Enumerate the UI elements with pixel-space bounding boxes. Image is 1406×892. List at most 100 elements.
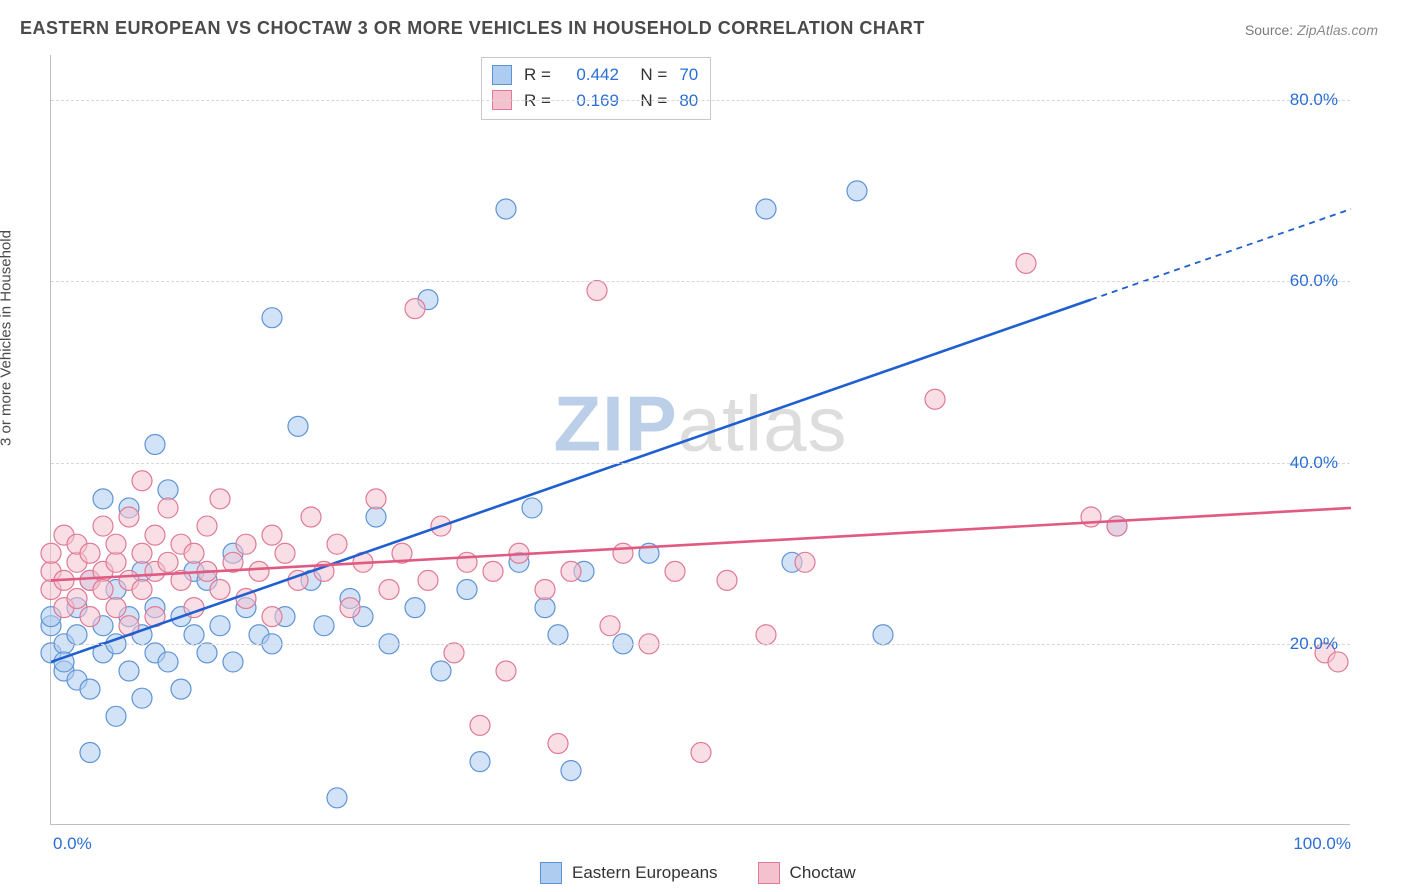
scatter-point (119, 661, 139, 681)
scatter-point (496, 661, 516, 681)
scatter-point (80, 543, 100, 563)
scatter-point (106, 598, 126, 618)
scatter-point (717, 570, 737, 590)
scatter-point (613, 543, 633, 563)
scatter-point (119, 507, 139, 527)
scatter-point (184, 543, 204, 563)
legend-item: Choctaw (758, 862, 856, 884)
scatter-point (483, 561, 503, 581)
scatter-point (171, 679, 191, 699)
scatter-point (210, 579, 230, 599)
scatter-point (93, 516, 113, 536)
scatter-point (756, 199, 776, 219)
legend-swatch (758, 862, 780, 884)
plot-area: ZIPatlas R = 0.442 N = 70 R = 0.169 N = … (50, 55, 1350, 825)
source-value: ZipAtlas.com (1297, 22, 1378, 38)
chart-svg (51, 55, 1350, 824)
scatter-point (470, 715, 490, 735)
y-tick-label: 80.0% (1290, 90, 1338, 110)
scatter-point (340, 598, 360, 618)
scatter-point (418, 570, 438, 590)
scatter-point (132, 543, 152, 563)
scatter-point (132, 688, 152, 708)
scatter-point (158, 498, 178, 518)
scatter-point (106, 534, 126, 554)
scatter-point (80, 679, 100, 699)
scatter-point (210, 616, 230, 636)
legend-item: Eastern Europeans (540, 862, 718, 884)
scatter-point (925, 389, 945, 409)
scatter-point (1107, 516, 1127, 536)
scatter-point (184, 625, 204, 645)
scatter-point (197, 516, 217, 536)
scatter-point (366, 489, 386, 509)
scatter-point (158, 552, 178, 572)
scatter-point (327, 788, 347, 808)
scatter-point (314, 616, 334, 636)
scatter-point (223, 652, 243, 672)
scatter-point (249, 561, 269, 581)
scatter-point (847, 181, 867, 201)
legend-series: Eastern Europeans Choctaw (540, 862, 856, 884)
scatter-point (405, 299, 425, 319)
scatter-point (665, 561, 685, 581)
source-label: Source: (1245, 22, 1293, 38)
scatter-point (301, 507, 321, 527)
scatter-point (1328, 652, 1348, 672)
scatter-point (535, 598, 555, 618)
scatter-point (873, 625, 893, 645)
legend-label: Eastern Europeans (572, 863, 718, 883)
scatter-point (548, 733, 568, 753)
scatter-point (197, 643, 217, 663)
y-tick-label: 60.0% (1290, 271, 1338, 291)
y-tick-label: 20.0% (1290, 634, 1338, 654)
scatter-point (67, 625, 87, 645)
y-tick-label: 40.0% (1290, 453, 1338, 473)
scatter-point (158, 652, 178, 672)
scatter-point (236, 534, 256, 554)
y-axis-label: 3 or more Vehicles in Household (0, 230, 15, 446)
legend-label: Choctaw (790, 863, 856, 883)
gridline (51, 100, 1350, 101)
scatter-point (132, 471, 152, 491)
x-tick-label: 0.0% (53, 834, 92, 854)
scatter-point (535, 579, 555, 599)
scatter-point (561, 561, 581, 581)
scatter-point (145, 525, 165, 545)
scatter-point (41, 543, 61, 563)
scatter-point (691, 743, 711, 763)
scatter-point (470, 752, 490, 772)
scatter-point (600, 616, 620, 636)
scatter-point (366, 507, 386, 527)
scatter-point (457, 579, 477, 599)
legend-swatch (540, 862, 562, 884)
x-tick-label: 100.0% (1293, 834, 1351, 854)
scatter-point (756, 625, 776, 645)
scatter-point (444, 643, 464, 663)
scatter-point (262, 308, 282, 328)
scatter-point (457, 552, 477, 572)
scatter-point (496, 199, 516, 219)
scatter-point (379, 579, 399, 599)
scatter-point (158, 480, 178, 500)
scatter-point (587, 281, 607, 301)
scatter-point (93, 579, 113, 599)
scatter-point (210, 489, 230, 509)
scatter-point (1016, 253, 1036, 273)
gridline (51, 463, 1350, 464)
chart-title: EASTERN EUROPEAN VS CHOCTAW 3 OR MORE VE… (20, 18, 925, 39)
trend-line (51, 300, 1091, 662)
scatter-point (93, 489, 113, 509)
scatter-point (80, 607, 100, 627)
scatter-point (431, 661, 451, 681)
gridline (51, 644, 1350, 645)
scatter-point (561, 761, 581, 781)
scatter-point (145, 435, 165, 455)
scatter-point (522, 498, 542, 518)
scatter-point (327, 534, 347, 554)
scatter-point (275, 543, 295, 563)
scatter-point (67, 589, 87, 609)
source-attribution: Source: ZipAtlas.com (1245, 22, 1378, 38)
gridline (51, 281, 1350, 282)
scatter-point (106, 706, 126, 726)
